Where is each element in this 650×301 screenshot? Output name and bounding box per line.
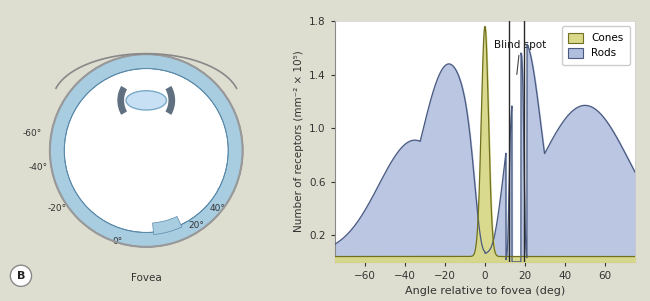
Text: 20°: 20° <box>188 221 204 230</box>
X-axis label: Angle relative to fovea (deg): Angle relative to fovea (deg) <box>405 287 565 296</box>
Text: Blind spot: Blind spot <box>117 147 173 224</box>
Text: -60°: -60° <box>23 129 42 138</box>
Text: B: B <box>17 271 25 281</box>
Circle shape <box>65 70 227 231</box>
Wedge shape <box>166 86 175 115</box>
Text: 40°: 40° <box>210 204 226 213</box>
Ellipse shape <box>126 91 166 110</box>
Circle shape <box>50 54 242 247</box>
Text: -20°: -20° <box>48 204 67 213</box>
Wedge shape <box>50 54 242 247</box>
Wedge shape <box>153 216 182 234</box>
Text: -40°: -40° <box>29 163 48 172</box>
Text: Blind spot: Blind spot <box>494 40 546 74</box>
Circle shape <box>10 265 32 286</box>
Text: 0°: 0° <box>112 237 122 246</box>
Y-axis label: Number of receptors (mm⁻² × 10⁵): Number of receptors (mm⁻² × 10⁵) <box>294 51 304 232</box>
Wedge shape <box>118 86 127 115</box>
Legend: Cones, Rods: Cones, Rods <box>562 26 630 65</box>
Text: 60°: 60° <box>204 187 220 195</box>
Text: Fovea: Fovea <box>131 273 162 283</box>
